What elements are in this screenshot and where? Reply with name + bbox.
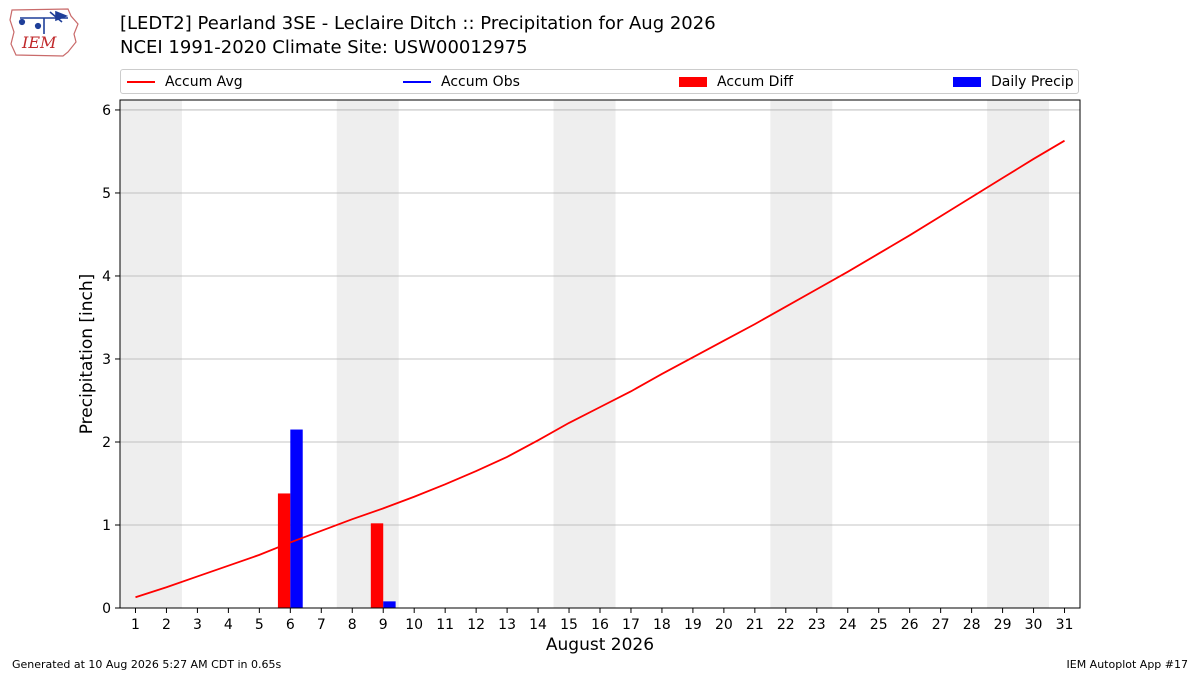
legend-label-accum-avg: Accum Avg: [165, 73, 243, 90]
iem-logo: IEM: [9, 8, 79, 57]
x-tick-label-12: 12: [467, 617, 485, 633]
chart-legend: Accum Avg Accum Obs Accum Diff Daily Pre…: [120, 69, 1079, 94]
y-tick-label-6: 6: [102, 103, 111, 119]
legend-item-accum-obs: Accum Obs: [403, 70, 520, 93]
y-tick-label-2: 2: [102, 435, 111, 451]
x-tick-label-15: 15: [560, 617, 578, 633]
x-tick-label-28: 28: [963, 617, 981, 633]
weekend-band-4: [770, 100, 833, 608]
accum-diff-bar-day-6: [277, 493, 291, 608]
x-tick-label-10: 10: [405, 617, 423, 633]
x-tick-label-9: 9: [379, 617, 388, 633]
x-tick-label-25: 25: [870, 617, 888, 633]
x-tick-label-24: 24: [839, 617, 857, 633]
legend-swatch-accum-avg: [127, 80, 155, 83]
x-tick-label-7: 7: [317, 617, 326, 633]
x-tick-label-4: 4: [224, 617, 233, 633]
x-tick-label-27: 27: [932, 617, 950, 633]
daily-precip-bar-day-9: [383, 601, 396, 608]
x-axis-label: August 2026: [546, 635, 654, 655]
legend-swatch-daily-precip: [953, 76, 981, 87]
weekend-band-2: [336, 100, 399, 608]
x-tick-label-5: 5: [255, 617, 264, 633]
x-tick-label-13: 13: [498, 617, 516, 633]
x-tick-label-1: 1: [131, 617, 140, 633]
legend-item-accum-diff: Accum Diff: [679, 70, 793, 93]
x-tick-label-2: 2: [162, 617, 171, 633]
x-tick-label-14: 14: [529, 617, 547, 633]
daily-precip-bar-day-6: [290, 429, 303, 608]
x-tick-label-11: 11: [436, 617, 454, 633]
generated-timestamp: Generated at 10 Aug 2026 5:27 AM CDT in …: [12, 658, 282, 671]
weekend-band-1: [120, 100, 182, 608]
x-tick-label-16: 16: [591, 617, 609, 633]
x-tick-label-8: 8: [348, 617, 357, 633]
app-credit: IEM Autoplot App #17: [1066, 658, 1189, 671]
iowa-outline-icon: [9, 8, 79, 57]
plot-frame: [119, 99, 1081, 609]
y-axis-label: Precipitation [inch]: [77, 274, 97, 435]
x-tick-label-26: 26: [901, 617, 919, 633]
chart-title: [LEDT2] Pearland 3SE - Leclaire Ditch ::…: [120, 13, 716, 34]
legend-label-accum-obs: Accum Obs: [441, 73, 520, 90]
logo-text: IEM: [21, 33, 57, 52]
weekend-band-3: [553, 100, 616, 608]
x-tick-label-17: 17: [622, 617, 640, 633]
legend-label-daily-precip: Daily Precip: [991, 73, 1074, 90]
chart-subtitle: NCEI 1991-2020 Climate Site: USW00012975: [120, 37, 528, 58]
x-tick-label-3: 3: [193, 617, 202, 633]
x-tick-label-19: 19: [684, 617, 702, 633]
x-tick-label-23: 23: [808, 617, 826, 633]
x-tick-label-18: 18: [653, 617, 671, 633]
x-tick-label-22: 22: [777, 617, 795, 633]
weekend-band-5: [987, 100, 1050, 608]
accum-diff-bar-day-9: [370, 523, 384, 608]
y-tick-label-3: 3: [102, 352, 111, 368]
x-tick-label-21: 21: [746, 617, 764, 633]
x-tick-label-6: 6: [286, 617, 295, 633]
legend-swatch-accum-obs: [403, 80, 431, 83]
legend-item-accum-avg: Accum Avg: [127, 70, 243, 93]
x-tick-label-29: 29: [994, 617, 1012, 633]
accum-avg-line: [135, 139, 1065, 599]
legend-item-daily-precip: Daily Precip: [953, 70, 1074, 93]
legend-label-accum-diff: Accum Diff: [717, 73, 794, 90]
y-tick-label-4: 4: [102, 269, 111, 285]
x-tick-label-31: 31: [1056, 617, 1074, 633]
x-tick-label-20: 20: [715, 617, 733, 633]
legend-swatch-accum-diff: [679, 76, 707, 87]
weather-instruments-icon: [18, 10, 69, 34]
y-tick-label-0: 0: [102, 601, 111, 617]
y-tick-label-1: 1: [102, 518, 111, 534]
x-tick-label-30: 30: [1025, 617, 1043, 633]
y-tick-label-5: 5: [102, 186, 111, 202]
